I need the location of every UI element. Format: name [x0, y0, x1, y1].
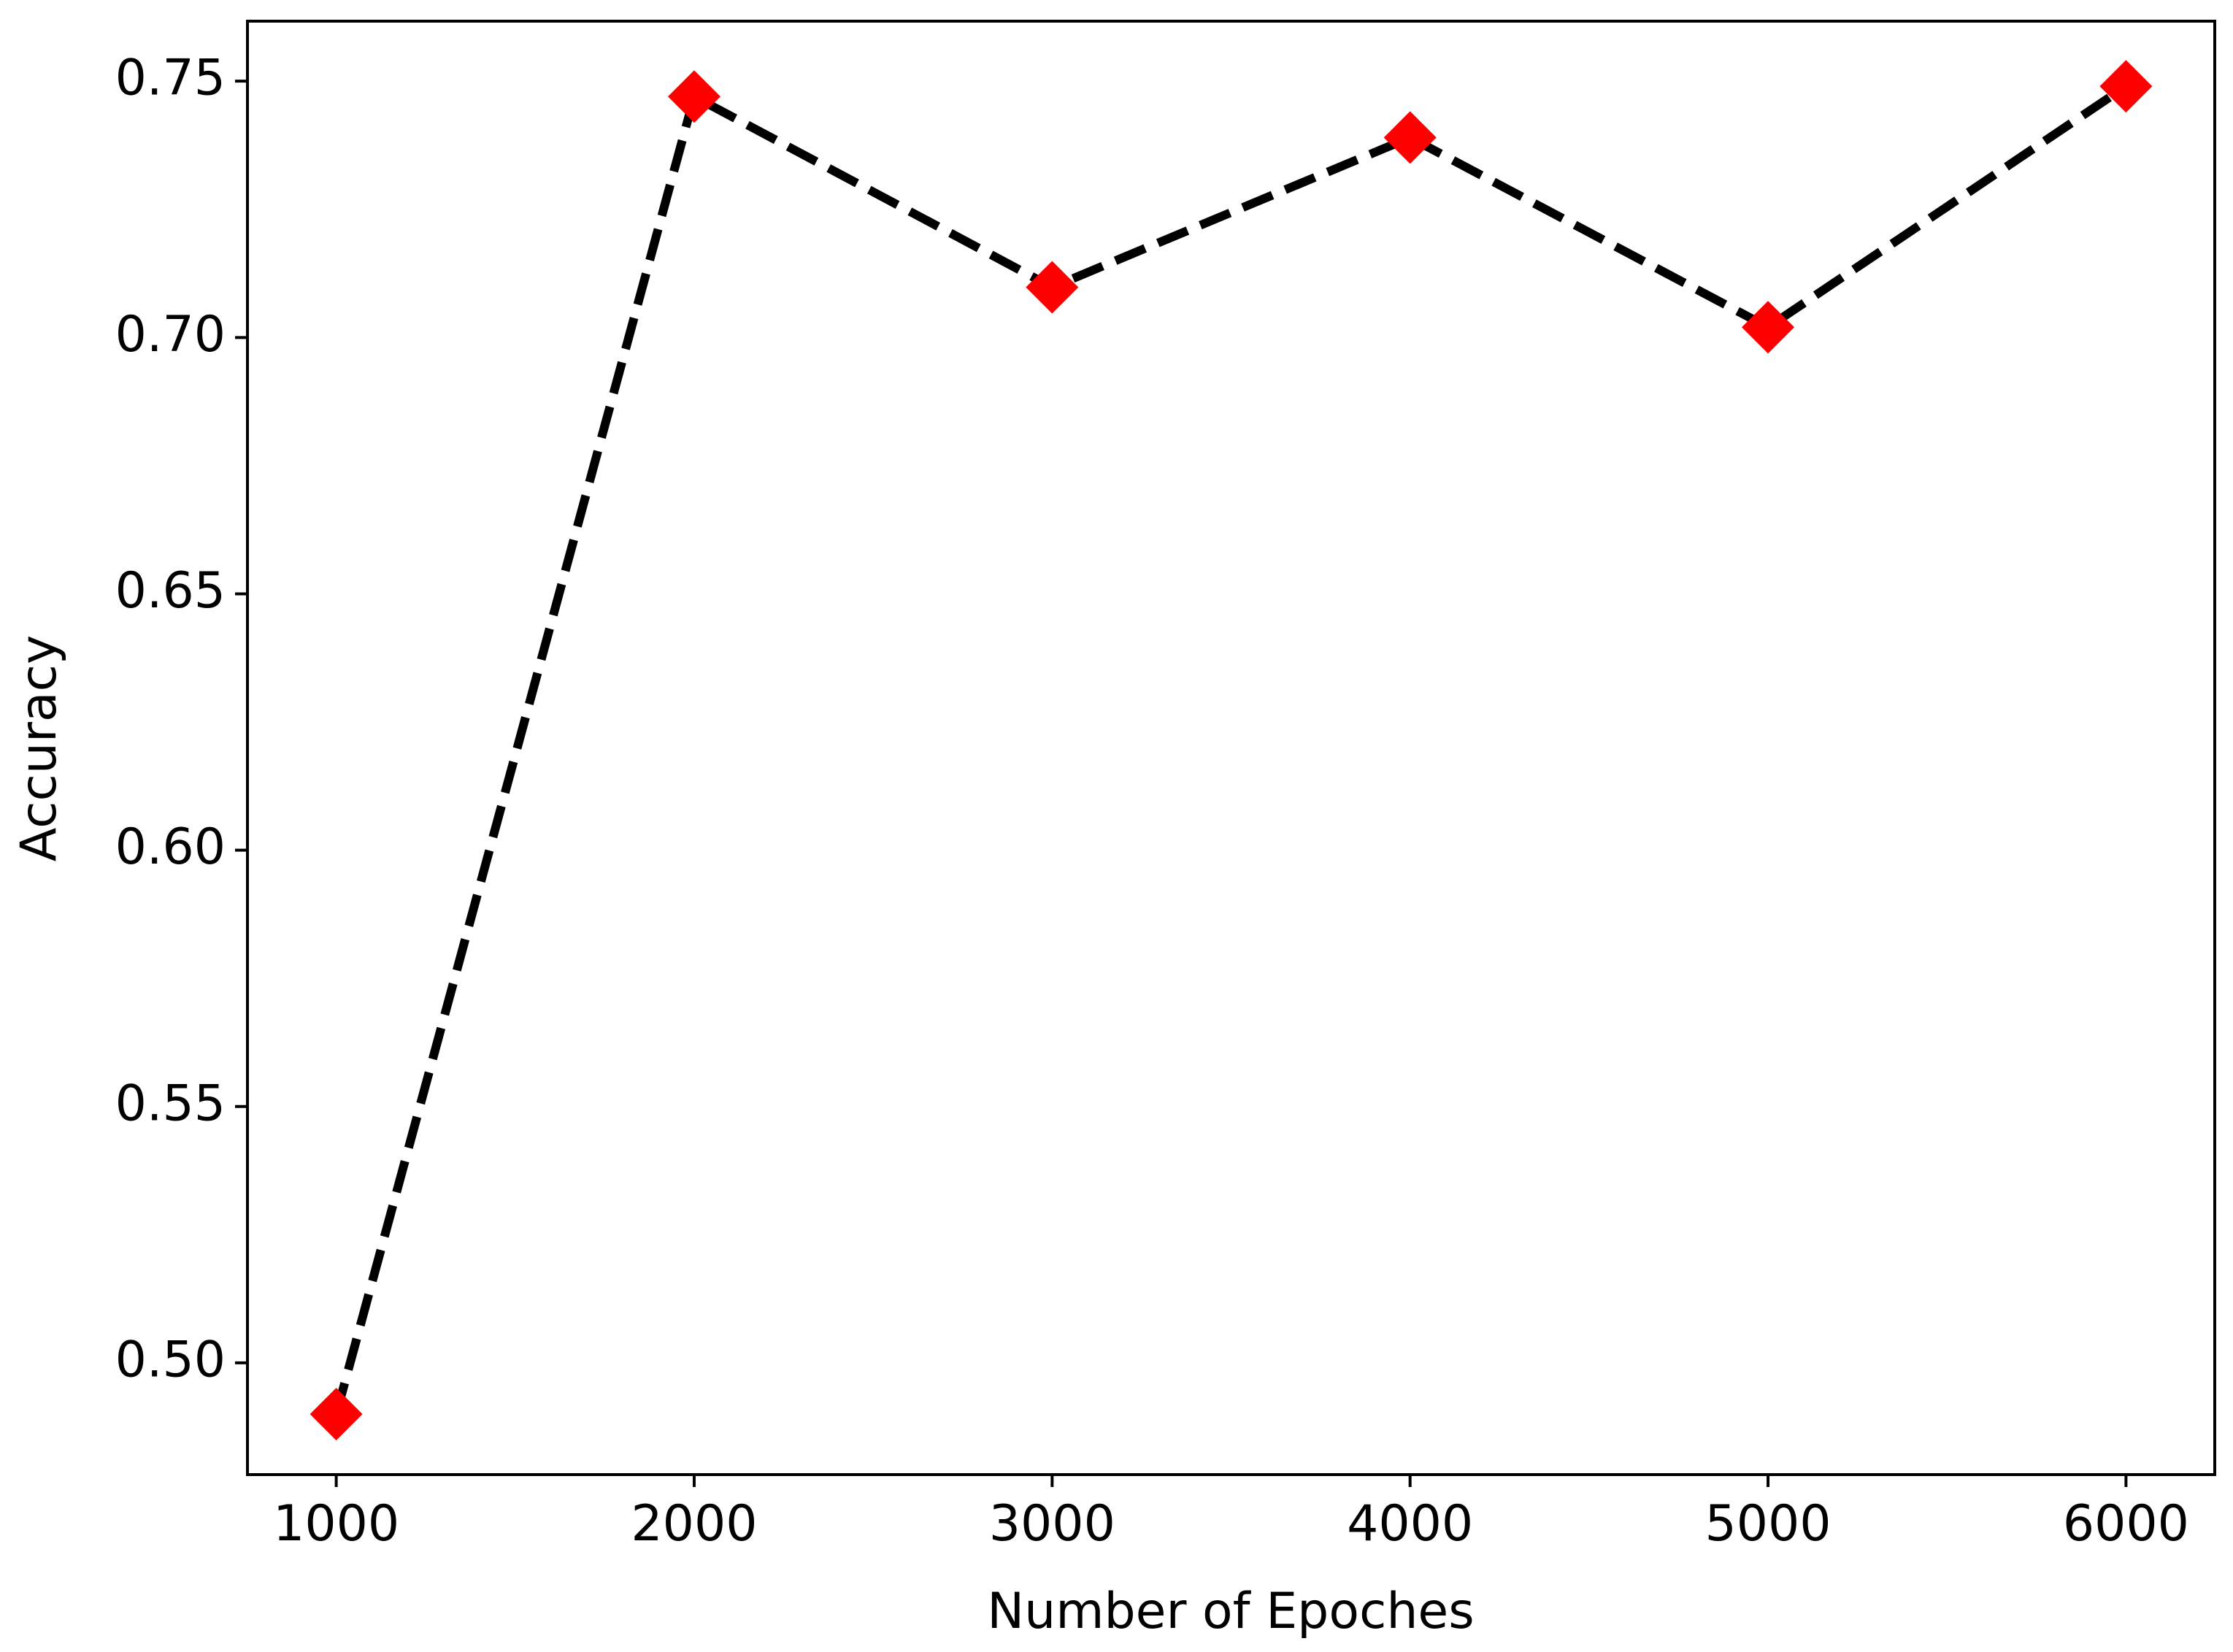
marker [2099, 60, 2153, 113]
marker [1742, 301, 1795, 354]
x-tick-label: 6000 [2063, 1495, 2189, 1553]
y-axis-label: Accuracy [10, 635, 68, 861]
x-tick-label: 4000 [1347, 1495, 1473, 1553]
x-tick-label: 3000 [989, 1495, 1115, 1553]
x-tick-label: 2000 [631, 1495, 757, 1553]
marker [1026, 261, 1079, 314]
y-tick-label: 0.65 [115, 562, 226, 620]
y-tick-label: 0.50 [115, 1331, 226, 1388]
x-axis-label: Number of Epoches [987, 1583, 1474, 1640]
marker [1383, 111, 1437, 164]
x-tick-label: 1000 [273, 1495, 399, 1553]
marker [310, 1388, 363, 1441]
marker [667, 70, 720, 123]
line [331, 82, 2129, 1415]
y-tick-label: 0.75 [115, 50, 226, 107]
y-tick-label: 0.70 [115, 306, 226, 364]
x-tick-label: 5000 [1705, 1495, 1832, 1553]
plot-frame [246, 20, 2216, 1476]
y-tick-label: 0.60 [115, 818, 226, 876]
y-tick-label: 0.55 [115, 1075, 226, 1132]
